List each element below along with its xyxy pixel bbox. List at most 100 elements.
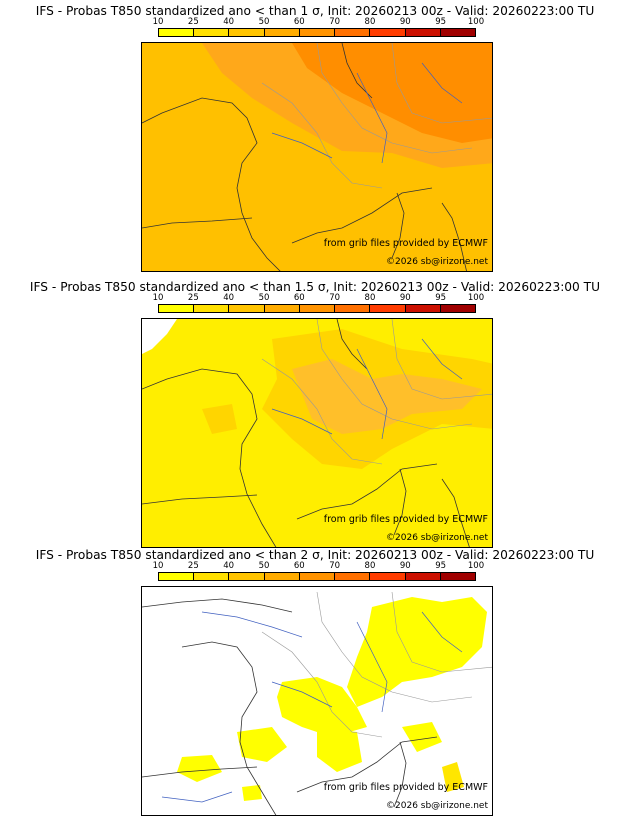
tick-label: 50 [258, 293, 270, 303]
colorbar-segment [335, 573, 371, 580]
tick-label: 90 [399, 561, 411, 571]
tick-label: 10 [152, 561, 164, 571]
tick-label: 25 [187, 293, 199, 303]
map-fill-high [292, 43, 492, 143]
panel-title: IFS - Probas T850 standardized ano < tha… [35, 4, 595, 18]
rivers [271, 62, 463, 164]
tick-label: 50 [258, 17, 270, 27]
coastlines [142, 598, 438, 815]
colorbar-segment [194, 29, 230, 36]
colorbar-segment [299, 29, 336, 36]
coastlines [142, 43, 467, 271]
map-svg [142, 587, 492, 815]
map-fill-region-east [347, 597, 487, 707]
colorbar-segment [440, 305, 475, 312]
colorbar-segment [405, 29, 441, 36]
colorbar-segment [264, 573, 300, 580]
colorbar-segment [405, 305, 441, 312]
colorbar-ticks: 10 25 40 50 60 70 80 90 95 100 [153, 293, 485, 304]
tick-label: 40 [223, 561, 235, 571]
colorbar [158, 572, 476, 581]
colorbar-segment [335, 29, 371, 36]
map-fill-patch-3 [242, 785, 262, 801]
colorbar-segment [159, 29, 195, 36]
tick-label: 10 [152, 17, 164, 27]
map-svg [142, 319, 492, 547]
colorbar-segment [229, 573, 265, 580]
panel-2: IFS - Probas T850 standardized ano < tha… [0, 280, 630, 550]
tick-label: 90 [399, 17, 411, 27]
colorbar-segment [264, 29, 300, 36]
colorbar-segment [229, 29, 265, 36]
tick-label: 100 [467, 293, 485, 303]
panel-title: IFS - Probas T850 standardized ano < tha… [29, 280, 601, 294]
tick-label: 70 [329, 17, 341, 27]
probability-map: from grib files provided by ECMWF ©2026 … [141, 586, 493, 816]
colorbar [158, 304, 476, 313]
data-credit: from grib files provided by ECMWF [323, 782, 488, 793]
map-svg [142, 43, 492, 271]
tick-label: 70 [329, 561, 341, 571]
map-fill-high [292, 359, 482, 434]
tick-label: 95 [435, 17, 447, 27]
coastlines [142, 319, 470, 547]
colorbar-segment [194, 305, 230, 312]
rivers [271, 338, 463, 440]
panel-3: IFS - Probas T850 standardized ano < tha… [0, 548, 630, 818]
tick-label: 25 [187, 17, 199, 27]
borders [261, 319, 492, 465]
colorbar-segment [229, 305, 265, 312]
data-credit: from grib files provided by ECMWF [323, 238, 488, 249]
colorbar-segment [370, 573, 406, 580]
tick-label: 100 [467, 561, 485, 571]
copyright: ©2026 sb@irizone.net [386, 801, 488, 811]
tick-label: 100 [467, 17, 485, 27]
map-fill-none [142, 319, 177, 354]
tick-label: 80 [364, 561, 376, 571]
tick-label: 50 [258, 561, 270, 571]
colorbar-segment [440, 29, 475, 36]
colorbar-segment [370, 29, 406, 36]
tick-label: 95 [435, 293, 447, 303]
rivers [161, 611, 463, 803]
tick-label: 60 [293, 17, 305, 27]
probability-map: from grib files provided by ECMWF ©2026 … [141, 42, 493, 272]
data-credit: from grib files provided by ECMWF [323, 514, 488, 525]
tick-label: 40 [223, 293, 235, 303]
probability-map: from grib files provided by ECMWF ©2026 … [141, 318, 493, 548]
colorbar-segment [299, 573, 336, 580]
colorbar-segment [370, 305, 406, 312]
panel-1: IFS - Probas T850 standardized ano < tha… [0, 4, 630, 274]
tick-label: 60 [293, 561, 305, 571]
map-fill-region-south [317, 727, 362, 772]
map-fill-patch [202, 404, 237, 434]
colorbar-segment [440, 573, 475, 580]
copyright: ©2026 sb@irizone.net [386, 533, 488, 543]
colorbar-segment [159, 573, 195, 580]
colorbar-segment [405, 573, 441, 580]
colorbar-segment [159, 305, 195, 312]
tick-label: 90 [399, 293, 411, 303]
tick-label: 80 [364, 17, 376, 27]
colorbar-ticks: 10 25 40 50 60 70 80 90 95 100 [153, 17, 485, 28]
colorbar-segment [335, 305, 371, 312]
map-fill-patch-1 [402, 722, 442, 752]
tick-label: 40 [223, 17, 235, 27]
map-fill-region-center [277, 677, 367, 737]
map-fill-region-southwest [237, 727, 287, 762]
colorbar-segment [264, 305, 300, 312]
tick-label: 95 [435, 561, 447, 571]
borders [261, 591, 492, 738]
colorbar-segment [194, 573, 230, 580]
copyright: ©2026 sb@irizone.net [386, 257, 488, 267]
tick-label: 70 [329, 293, 341, 303]
colorbar-ticks: 10 25 40 50 60 70 80 90 95 100 [153, 561, 485, 572]
map-fill-patch-4 [442, 762, 464, 792]
panel-title: IFS - Probas T850 standardized ano < tha… [35, 548, 595, 562]
tick-label: 10 [152, 293, 164, 303]
colorbar-segment [299, 305, 336, 312]
tick-label: 25 [187, 561, 199, 571]
tick-label: 60 [293, 293, 305, 303]
tick-label: 80 [364, 293, 376, 303]
colorbar [158, 28, 476, 37]
